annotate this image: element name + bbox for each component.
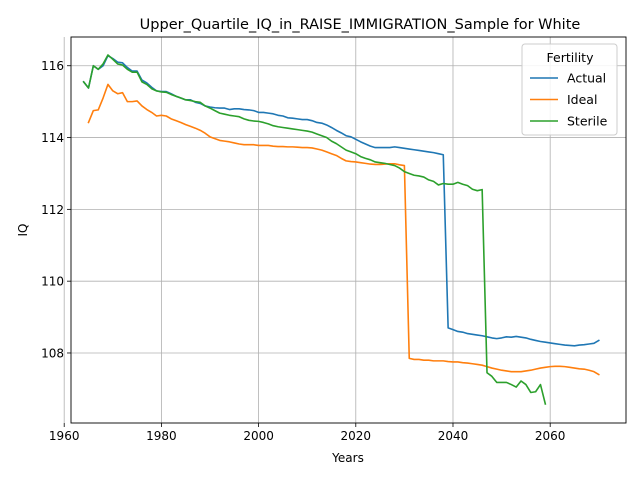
legend: Fertility Actual Ideal Sterile bbox=[521, 43, 618, 136]
y-tick-label: 108 bbox=[41, 346, 64, 360]
y-tick-label: 112 bbox=[41, 203, 64, 217]
y-axis-label: IQ bbox=[16, 224, 30, 237]
legend-label: Ideal bbox=[567, 92, 597, 107]
x-tick-label: 2040 bbox=[438, 429, 469, 443]
x-tick-label: 2020 bbox=[341, 429, 372, 443]
x-tick-label: 1960 bbox=[49, 429, 80, 443]
y-tick-label: 110 bbox=[41, 275, 64, 289]
legend-label: Actual bbox=[567, 71, 606, 86]
legend-label: Sterile bbox=[567, 114, 608, 129]
legend-entry-ideal: Ideal bbox=[530, 92, 597, 107]
legend-entry-sterile: Sterile bbox=[530, 114, 608, 129]
x-tick-label: 2060 bbox=[535, 429, 566, 443]
chart-title: Upper_Quartile_IQ_in_RAISE_IMMIGRATION_S… bbox=[140, 17, 581, 33]
y-axis: 108 110 112 114 116 bbox=[41, 59, 71, 360]
series-line-sterile bbox=[82, 54, 547, 405]
series-line-ideal bbox=[87, 83, 600, 376]
x-tick-label: 1980 bbox=[146, 429, 177, 443]
legend-entry-actual: Actual bbox=[530, 71, 606, 86]
plot-area-frame bbox=[70, 36, 627, 424]
y-tick-label: 114 bbox=[41, 131, 64, 145]
series-lines bbox=[82, 54, 600, 405]
x-tick-label: 2000 bbox=[243, 429, 274, 443]
x-axis: 1960 1980 2000 2020 2040 2060 bbox=[49, 423, 566, 443]
legend-title: Fertility bbox=[547, 50, 595, 65]
x-axis-label: Years bbox=[331, 451, 364, 465]
legend-box bbox=[521, 43, 618, 136]
y-tick-label: 116 bbox=[41, 59, 64, 73]
legend-entries: Actual Ideal Sterile bbox=[530, 71, 608, 129]
